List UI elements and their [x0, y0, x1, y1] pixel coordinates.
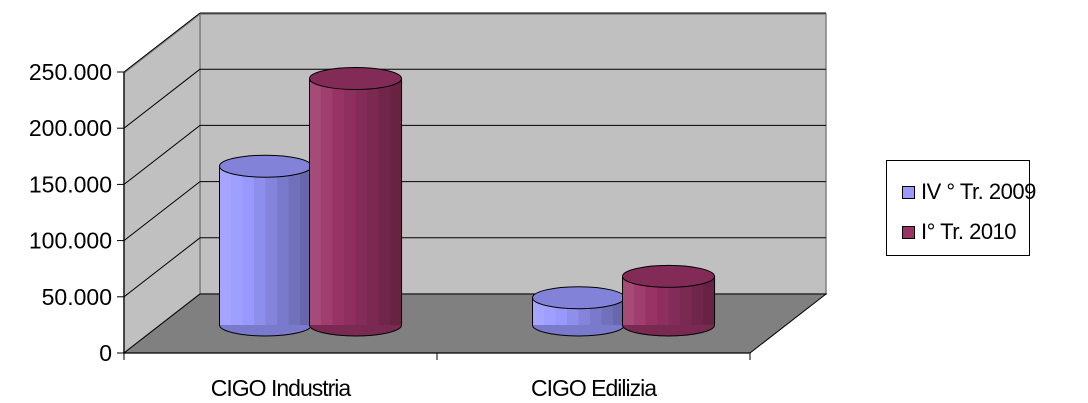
bar-body-band — [634, 276, 647, 325]
bar-bottom-outline — [532, 324, 625, 337]
legend-label-series-1: IV ° Tr. 2009 — [921, 179, 1036, 204]
bar-body-band — [703, 276, 716, 325]
bar-top-cap — [532, 286, 625, 310]
bar-body-band — [219, 166, 232, 325]
chart-side-wall — [123, 12, 201, 355]
y-tick-label: 0 — [99, 340, 112, 366]
bar-2-1 — [309, 67, 403, 337]
bar-body-band — [242, 166, 255, 325]
bar-body-band — [344, 78, 357, 325]
bar-body-band — [254, 166, 267, 325]
legend-item-series-2: I° Tr. 2010 — [902, 219, 1017, 245]
y-tick-label: 200.000 — [29, 115, 112, 141]
bar-bottom-cap — [532, 325, 625, 336]
x-category-label: CIGO Edilizia — [531, 375, 657, 401]
bar-top-cap — [219, 154, 312, 178]
bar-2-2 — [622, 264, 716, 337]
y-tick-label: 150.000 — [29, 171, 112, 197]
bar-body-band — [332, 78, 345, 325]
bar-body-band — [367, 78, 380, 325]
bar-body-band — [231, 166, 244, 325]
bar-bottom-cap — [309, 325, 402, 336]
gridline-side — [123, 125, 201, 185]
bar-body-band — [668, 276, 681, 325]
bar-body-band — [680, 276, 693, 325]
bar-bottom-cap — [622, 325, 715, 336]
legend-swatch-series-1 — [902, 185, 915, 199]
bar-body-band — [309, 78, 322, 325]
bar-body-band — [277, 166, 290, 325]
bar-top-cap — [309, 67, 402, 91]
gridline-side — [123, 12, 201, 73]
x-category-label: CIGO Industria — [211, 375, 352, 401]
bar-body-band — [321, 78, 334, 325]
bar-body-band — [288, 166, 301, 325]
gridline-side — [123, 68, 201, 129]
bar-bottom-outline — [309, 324, 402, 337]
bar-body-band — [657, 276, 670, 325]
bar-body-band — [390, 78, 403, 325]
bar-1-2 — [532, 286, 626, 337]
legend-label-series-2: I° Tr. 2010 — [921, 219, 1017, 244]
bar-1-1 — [219, 154, 313, 337]
y-tick-label: 100.000 — [29, 228, 112, 254]
bar-body-band — [265, 166, 278, 325]
bar-body-band — [378, 78, 391, 325]
legend-swatch-series-2 — [902, 225, 915, 239]
gridline-side — [123, 181, 201, 241]
bar-body-band — [622, 276, 635, 325]
legend-item-series-1: IV ° Tr. 2009 — [902, 179, 1036, 205]
y-tick-label: 50.000 — [42, 284, 112, 310]
bar-bottom-cap — [219, 325, 312, 336]
chart-legend: IV ° Tr. 2009 I° Tr. 2010 — [886, 160, 1036, 256]
bar-body-band — [355, 78, 368, 325]
bar-bottom-outline — [622, 324, 715, 337]
y-tick-label: 250.000 — [29, 59, 112, 85]
bar-bottom-outline — [219, 324, 312, 337]
bar-body-band — [645, 276, 658, 325]
bar-body-band — [691, 276, 704, 325]
bar-top-cap — [622, 264, 715, 288]
gridline-side — [123, 237, 201, 298]
